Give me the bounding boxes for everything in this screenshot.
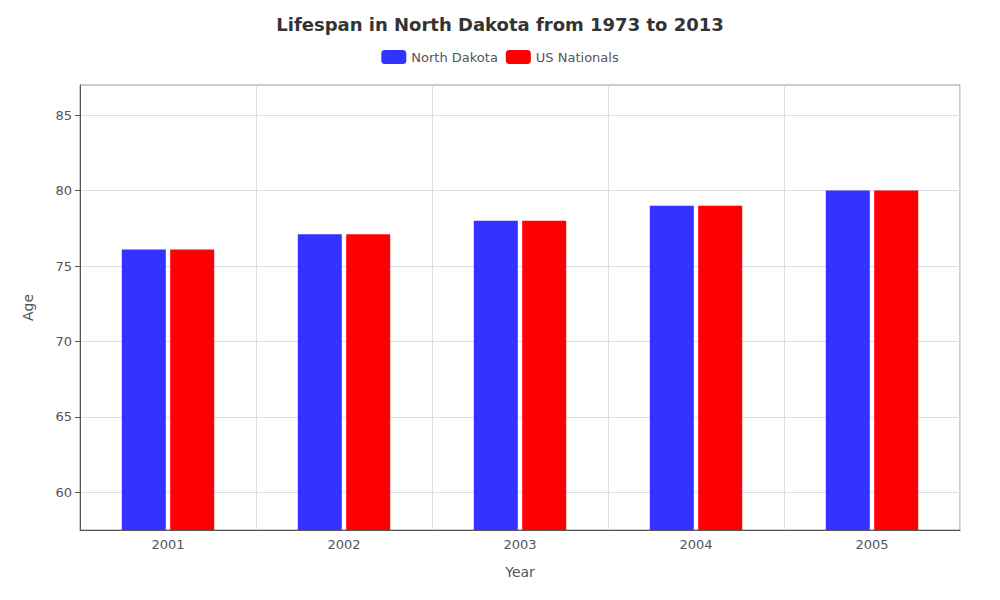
svg-text:Year: Year bbox=[504, 564, 535, 580]
svg-text:Age: Age bbox=[20, 294, 36, 321]
svg-text:65: 65 bbox=[55, 409, 72, 424]
svg-text:US Nationals: US Nationals bbox=[536, 50, 619, 65]
svg-text:60: 60 bbox=[55, 485, 72, 500]
svg-text:85: 85 bbox=[55, 108, 72, 123]
svg-text:2001: 2001 bbox=[151, 537, 184, 552]
svg-text:2003: 2003 bbox=[503, 537, 536, 552]
svg-text:70: 70 bbox=[55, 334, 72, 349]
svg-text:Lifespan in North Dakota from: Lifespan in North Dakota from 1973 to 20… bbox=[276, 14, 724, 35]
svg-text:75: 75 bbox=[55, 259, 72, 274]
svg-text:80: 80 bbox=[55, 183, 72, 198]
svg-text:North Dakota: North Dakota bbox=[411, 50, 498, 65]
svg-text:2004: 2004 bbox=[679, 537, 712, 552]
svg-text:2002: 2002 bbox=[327, 537, 360, 552]
svg-text:2005: 2005 bbox=[855, 537, 888, 552]
